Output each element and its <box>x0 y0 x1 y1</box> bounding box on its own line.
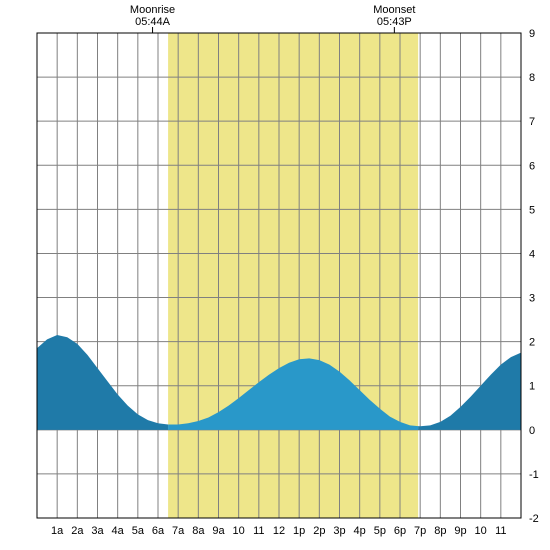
daylight-band <box>168 33 418 518</box>
x-tick-label: 8p <box>434 525 446 537</box>
x-tick-label: 4a <box>112 525 125 537</box>
x-tick-label: 2a <box>71 525 84 537</box>
x-tick-label: 10 <box>475 525 487 537</box>
x-tick-label: 11 <box>253 525 264 537</box>
x-tick-label: 6a <box>152 525 165 537</box>
x-tick-label: 4p <box>354 525 366 537</box>
y-tick-label: 6 <box>529 160 535 172</box>
y-tick-label: 4 <box>529 248 535 260</box>
moonset-time: 05:43P <box>377 16 412 28</box>
x-tick-label: 5p <box>374 525 386 537</box>
y-tick-label: 8 <box>529 72 535 84</box>
x-tick-label: 12 <box>273 525 285 537</box>
x-tick-label: 9p <box>454 525 466 537</box>
x-tick-label: 10 <box>233 525 245 537</box>
moonrise-time: 05:44A <box>135 16 171 28</box>
x-tick-label: 1p <box>293 525 305 537</box>
moonrise-label: Moonrise <box>130 4 175 16</box>
moonset-label: Moonset <box>373 4 415 16</box>
x-tick-label: 6p <box>394 525 406 537</box>
chart-svg: -2-101234567891a2a3a4a5a6a7a8a9a1011121p… <box>0 0 550 550</box>
y-tick-label: -1 <box>529 469 539 481</box>
x-tick-label: 3a <box>91 525 104 537</box>
y-tick-label: -2 <box>529 513 539 525</box>
tide-chart: -2-101234567891a2a3a4a5a6a7a8a9a1011121p… <box>0 0 550 550</box>
y-tick-label: 1 <box>529 381 535 393</box>
y-tick-label: 0 <box>529 425 535 437</box>
y-tick-label: 3 <box>529 293 535 305</box>
y-tick-label: 9 <box>529 28 535 40</box>
x-tick-label: 8a <box>192 525 205 537</box>
x-tick-label: 7p <box>414 525 426 537</box>
x-tick-label: 1a <box>51 525 64 537</box>
x-tick-label: 11 <box>495 525 506 537</box>
y-tick-label: 7 <box>529 116 535 128</box>
y-tick-label: 5 <box>529 204 535 216</box>
x-tick-label: 5a <box>132 525 145 537</box>
x-tick-label: 9a <box>212 525 225 537</box>
y-tick-label: 2 <box>529 337 535 349</box>
x-tick-label: 7a <box>172 525 185 537</box>
x-tick-label: 3p <box>333 525 345 537</box>
x-tick-label: 2p <box>313 525 325 537</box>
